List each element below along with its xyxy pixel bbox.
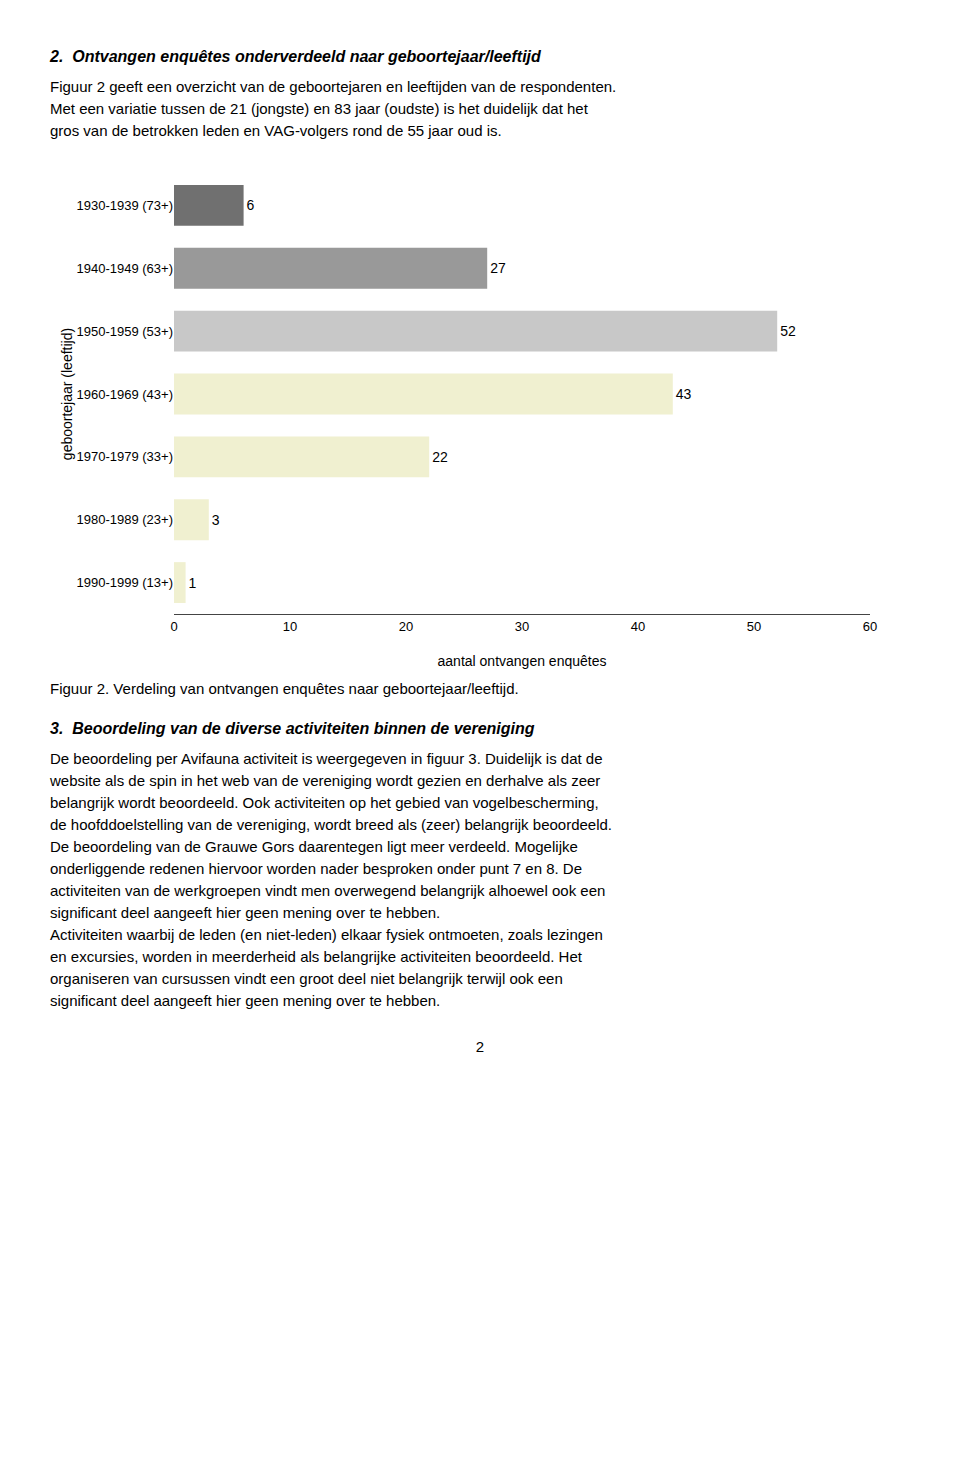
html-text:2: 2: [475, 1038, 485, 1055]
html-text:Figuur 2 geeft een overzicht v: Figuur 2 geeft een overzicht van de gebo…: [50, 78, 617, 95]
svg-text:1960-1969 (43+): 1960-1969 (43+): [77, 387, 174, 402]
html-text:website als de spin in het web: website als de spin in het web van de ve…: [50, 772, 601, 789]
svg-text:22: 22: [432, 449, 448, 465]
html-text:activiteiten van de werkgroepe: activiteiten van de werkgroepen vindt me…: [50, 882, 606, 899]
html-text:organiseren van cursussen vind: organiseren van cursussen vindt een groo…: [50, 970, 563, 987]
html-text:Activiteiten waarbij de leden: Activiteiten waarbij de leden (en niet-l…: [50, 926, 603, 943]
html-text:onderliggende redenen hiervoor: onderliggende redenen hiervoor worden na…: [50, 860, 582, 877]
html-text:significant deel aangeeft hier: significant deel aangeeft hier geen meni…: [50, 992, 441, 1009]
svg-text:aantal ontvangen enquêtes: aantal ontvangen enquêtes: [438, 653, 607, 669]
html-text:Met een variatie tussen de 21: Met een variatie tussen de 21 (jongste) …: [50, 100, 588, 117]
svg-text:1950-1959 (53+): 1950-1959 (53+): [77, 324, 174, 339]
svg-text:40: 40: [631, 619, 645, 634]
svg-text:1970-1979 (33+): 1970-1979 (33+): [77, 449, 174, 464]
svg-text:6: 6: [247, 197, 255, 213]
svg-text:50: 50: [747, 619, 761, 634]
html-text:en excursies, worden in meerde: en excursies, worden in meerderheid als …: [50, 948, 582, 965]
svg-text:60: 60: [863, 619, 877, 634]
svg-text:1930-1939 (73+): 1930-1939 (73+): [77, 198, 174, 213]
svg-text:52: 52: [780, 323, 796, 339]
html-text:de hoofddoelstelling van de ve: de hoofddoelstelling van de vereniging, …: [50, 816, 612, 833]
svg-text:1: 1: [189, 575, 197, 591]
html-text:significant deel aangeeft hier: significant deel aangeeft hier geen meni…: [50, 904, 441, 921]
svg-text:0: 0: [170, 619, 177, 634]
html-text:De beoordeling van de Grauwe G: De beoordeling van de Grauwe Gors daaren…: [50, 838, 578, 855]
svg-text:27: 27: [490, 260, 506, 276]
svg-text:1940-1949 (63+): 1940-1949 (63+): [77, 261, 174, 276]
html-text:De beoordeling per Avifauna ac: De beoordeling per Avifauna activiteit i…: [50, 750, 603, 767]
svg-text:geboortejaar (leeftijd): geboortejaar (leeftijd): [59, 328, 75, 460]
svg-text:1980-1989 (23+): 1980-1989 (23+): [77, 512, 174, 527]
svg-text:30: 30: [515, 619, 529, 634]
html-text:gros van de betrokken leden en: gros van de betrokken leden en VAG-volge…: [50, 122, 502, 139]
svg-text:20: 20: [399, 619, 413, 634]
svg-text:3: 3: [212, 512, 220, 528]
html-text:Figuur 2. Verdeling van ontvan: Figuur 2. Verdeling van ontvangen enquêt…: [50, 680, 519, 697]
html-text:2. Ontvangen enquêtes onderver: 2. Ontvangen enquêtes onderverdeeld naar…: [50, 48, 541, 65]
html-text:belangrijk wordt beoordeeld. O: belangrijk wordt beoordeeld. Ook activit…: [50, 794, 599, 811]
svg-text:43: 43: [676, 386, 692, 402]
html-text:3. Beoordeling van de diverse: 3. Beoordeling van de diverse activiteit…: [50, 720, 535, 737]
svg-text:1990-1999 (13+): 1990-1999 (13+): [77, 575, 174, 590]
svg-text:10: 10: [283, 619, 297, 634]
